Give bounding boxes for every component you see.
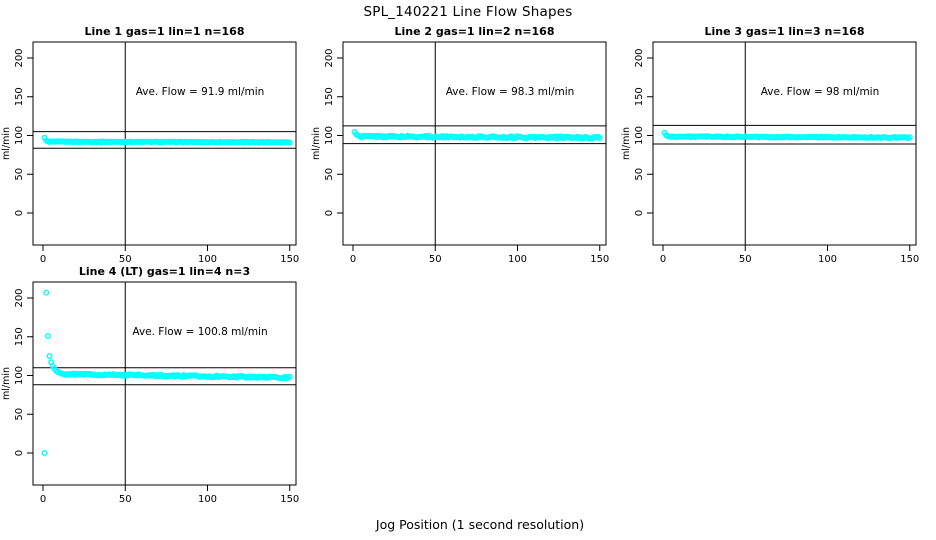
ave-flow-annotation: Ave. Flow = 91.9 ml/min [136,86,265,98]
x-tick-label: 0 [350,254,356,265]
ave-flow-annotation: Ave. Flow = 98 ml/min [761,86,880,98]
y-axis-unit-label: ml/min [1,127,12,160]
panel-line-1: Line 1 gas=1 lin=1 n=168 0 50 100 150 0 50 100 1… [0,22,312,272]
x-tick-label: 50 [119,494,132,505]
y-tick-label: 50 [324,168,335,181]
data-point [286,373,293,380]
x-tick-label: 150 [590,254,609,265]
panel-line-2: Line 2 gas=1 lin=2 n=168 0 50 100 150 0 50 100 1… [310,22,622,272]
y-tick-label: 200 [634,48,645,67]
y-tick-label: 150 [324,87,335,106]
x-tick-label: 100 [508,254,527,265]
x-tick-label: 150 [280,254,299,265]
x-tick-label: 0 [40,254,46,265]
y-tick-label: 200 [324,48,335,67]
y-tick-label: 0 [634,210,645,216]
y-tick-label: 50 [14,168,25,181]
x-tick-label: 150 [280,494,299,505]
x-tick-label: 150 [900,254,919,265]
x-tick-label: 100 [198,254,217,265]
x-tick-label: 0 [660,254,666,265]
plot-box [32,41,297,246]
y-axis-unit-label: ml/min [621,127,632,160]
panel-line-3: Line 3 gas=1 lin=3 n=168 0 50 100 150 0 50 100 1… [620,22,932,272]
x-tick-label: 100 [198,494,217,505]
y-tick-label: 100 [14,126,25,145]
plot-svg-line-4: Line 4 (LT) gas=1 lin=4 n=3 0 50 100 150 0 50 1… [1,265,299,505]
y-tick-label: 50 [634,168,645,181]
plot-box [652,41,917,246]
data-point [46,353,53,360]
x-axis-label: Jog Position (1 second resolution) [375,517,585,532]
y-tick-label: 0 [14,450,25,456]
ave-flow-annotation: Ave. Flow = 98.3 ml/min [446,86,575,98]
data-points [351,128,603,142]
plot-svg-line-3: Line 3 gas=1 lin=3 n=168 0 50 100 150 0 50 100 1… [621,25,919,265]
panel-title: Line 1 gas=1 lin=1 n=168 [84,25,244,38]
plot-box [32,281,297,486]
panel-title: Line 2 gas=1 lin=2 n=168 [394,25,554,38]
figure-title: SPL_140221 Line Flow Shapes [363,4,573,20]
x-tick-label: 50 [739,254,752,265]
panel-line-4: Line 4 (LT) gas=1 lin=4 n=3 0 50 100 150 0 50 1… [0,262,312,512]
x-tick-label: 50 [429,254,442,265]
y-tick-label: 0 [324,210,335,216]
data-point [596,134,603,141]
x-tick-label: 0 [40,494,46,505]
y-tick-label: 150 [14,87,25,106]
panel-title: Line 3 gas=1 lin=3 n=168 [704,25,864,38]
plot-box [342,41,607,246]
data-point [286,139,293,146]
y-axis-unit-label: ml/min [1,367,12,400]
y-tick-label: 150 [14,327,25,346]
data-point [906,134,913,141]
data-points [661,129,913,142]
plot-svg-line-1: Line 1 gas=1 lin=1 n=168 0 50 100 150 0 50 100 1… [1,25,299,265]
panel-title: Line 4 (LT) gas=1 lin=4 n=3 [79,265,250,278]
plot-svg-line-2: Line 2 gas=1 lin=2 n=168 0 50 100 150 0 50 100 1… [311,25,609,265]
y-axis-unit-label: ml/min [311,127,322,160]
y-tick-label: 50 [14,408,25,421]
data-point [43,289,50,296]
y-tick-label: 200 [14,48,25,67]
y-tick-label: 150 [634,87,645,106]
y-tick-label: 0 [14,210,25,216]
ave-flow-annotation: Ave. Flow = 100.8 ml/min [132,326,267,338]
data-point [44,332,51,339]
x-tick-label: 50 [119,254,132,265]
y-tick-label: 200 [14,288,25,307]
data-point [41,449,48,456]
y-tick-label: 100 [634,126,645,145]
y-tick-label: 100 [14,366,25,385]
data-points [41,134,293,146]
y-tick-label: 100 [324,126,335,145]
data-points [41,289,293,456]
x-tick-label: 100 [818,254,837,265]
